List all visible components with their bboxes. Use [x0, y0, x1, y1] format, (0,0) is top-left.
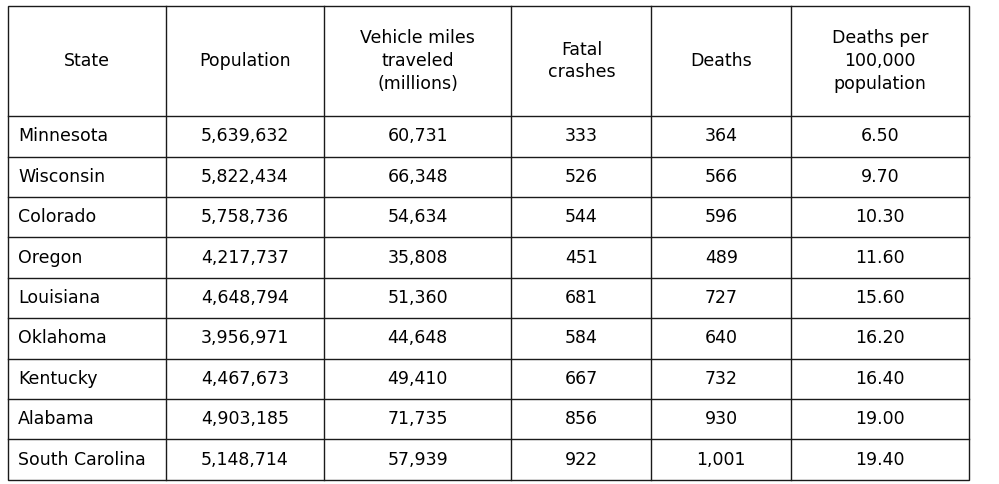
- Text: 451: 451: [565, 249, 597, 267]
- Text: 544: 544: [565, 208, 597, 226]
- Text: 566: 566: [704, 168, 738, 186]
- Text: 66,348: 66,348: [388, 168, 448, 186]
- Text: Deaths per
100,000
population: Deaths per 100,000 population: [832, 29, 928, 93]
- Text: Deaths: Deaths: [690, 52, 752, 70]
- Text: 681: 681: [564, 289, 598, 307]
- Text: 364: 364: [704, 127, 738, 145]
- Text: 640: 640: [704, 330, 738, 348]
- Text: 584: 584: [565, 330, 597, 348]
- Text: 596: 596: [704, 208, 738, 226]
- Text: 44,648: 44,648: [388, 330, 448, 348]
- Text: 51,360: 51,360: [388, 289, 448, 307]
- Text: Fatal
crashes: Fatal crashes: [547, 41, 615, 81]
- Text: Minnesota: Minnesota: [18, 127, 108, 145]
- Text: 4,648,794: 4,648,794: [201, 289, 289, 307]
- Text: 922: 922: [564, 451, 598, 469]
- Text: 667: 667: [564, 370, 598, 388]
- Text: Wisconsin: Wisconsin: [18, 168, 105, 186]
- Text: Colorado: Colorado: [18, 208, 96, 226]
- Text: 5,822,434: 5,822,434: [201, 168, 289, 186]
- Text: 16.40: 16.40: [855, 370, 905, 388]
- Text: 9.70: 9.70: [861, 168, 899, 186]
- Text: 49,410: 49,410: [388, 370, 448, 388]
- Text: 727: 727: [704, 289, 738, 307]
- Text: 19.40: 19.40: [855, 451, 905, 469]
- Text: 35,808: 35,808: [388, 249, 448, 267]
- Text: 856: 856: [564, 410, 598, 428]
- Text: Population: Population: [199, 52, 291, 70]
- Text: 11.60: 11.60: [855, 249, 905, 267]
- Text: 16.20: 16.20: [855, 330, 905, 348]
- Text: 5,758,736: 5,758,736: [201, 208, 289, 226]
- Text: 10.30: 10.30: [855, 208, 905, 226]
- Text: Kentucky: Kentucky: [18, 370, 98, 388]
- Text: 930: 930: [704, 410, 738, 428]
- Text: 5,148,714: 5,148,714: [201, 451, 289, 469]
- Text: State: State: [64, 52, 110, 70]
- Text: 526: 526: [564, 168, 598, 186]
- Text: 1,001: 1,001: [696, 451, 746, 469]
- Text: 489: 489: [704, 249, 738, 267]
- Text: 71,735: 71,735: [388, 410, 448, 428]
- Text: South Carolina: South Carolina: [18, 451, 146, 469]
- Text: 4,903,185: 4,903,185: [201, 410, 289, 428]
- Text: 6.50: 6.50: [861, 127, 899, 145]
- Text: Oregon: Oregon: [18, 249, 82, 267]
- Text: Louisiana: Louisiana: [18, 289, 100, 307]
- Text: Alabama: Alabama: [18, 410, 95, 428]
- Text: 15.60: 15.60: [855, 289, 905, 307]
- Text: 4,467,673: 4,467,673: [201, 370, 289, 388]
- Text: 3,956,971: 3,956,971: [201, 330, 289, 348]
- Text: 333: 333: [564, 127, 598, 145]
- Text: 4,217,737: 4,217,737: [201, 249, 289, 267]
- Text: 60,731: 60,731: [388, 127, 448, 145]
- Text: 5,639,632: 5,639,632: [201, 127, 289, 145]
- Text: 19.00: 19.00: [855, 410, 905, 428]
- Text: Oklahoma: Oklahoma: [18, 330, 107, 348]
- Text: 54,634: 54,634: [388, 208, 448, 226]
- Text: Vehicle miles
traveled
(millions): Vehicle miles traveled (millions): [361, 29, 475, 93]
- Text: 732: 732: [704, 370, 738, 388]
- Text: 57,939: 57,939: [388, 451, 448, 469]
